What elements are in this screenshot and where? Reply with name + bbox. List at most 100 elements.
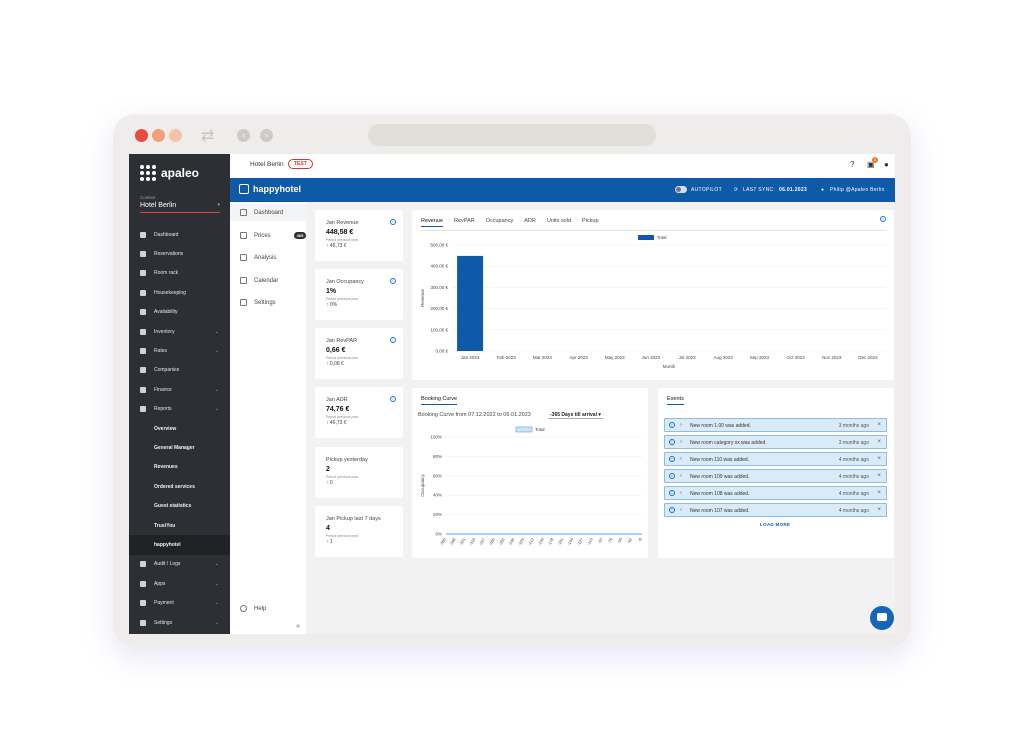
chat-button[interactable] — [870, 606, 894, 630]
chevron-down-icon: ⌄ — [214, 580, 219, 587]
test-badge: TEST — [288, 159, 313, 169]
sidebar-item-label: General Manager — [154, 444, 195, 451]
sidebar-item-payment[interactable]: Payment ⌄ — [129, 593, 230, 612]
apaleo-logo[interactable]: apaleo — [140, 165, 199, 181]
info-icon[interactable]: i — [390, 219, 396, 225]
tab-adr[interactable]: ADR — [524, 218, 536, 224]
sidebar-item-settings[interactable]: Settings ⌄ — [129, 613, 230, 632]
nav-help[interactable]: Help — [240, 605, 266, 612]
current-user[interactable]: Philip @Apaleo Berlin — [830, 187, 885, 193]
event-item[interactable]: i › New room 108 was added. 4 months ago × — [664, 486, 887, 500]
tab-occupancy[interactable]: Occupancy — [485, 218, 514, 224]
chevron-right-icon[interactable]: › — [680, 490, 682, 496]
range-select[interactable]: -365 Days till arrival ▾ — [548, 412, 603, 419]
sidebar-item-trustyou[interactable]: TrustYou — [129, 516, 230, 535]
maximize-window-button[interactable] — [169, 129, 182, 142]
load-more-button[interactable]: LOAD MORE — [760, 522, 791, 527]
chevron-right-icon[interactable]: › — [680, 507, 682, 513]
sidebar-item-revenues[interactable]: Revenues — [129, 458, 230, 477]
chevron-right-icon[interactable]: › — [680, 473, 682, 479]
event-item[interactable]: i › New room 110 was added. 4 months ago × — [664, 452, 887, 466]
context-selector[interactable]: Hotel Berlin ▾ — [140, 202, 220, 213]
sidebar-item-room-rack[interactable]: Room rack — [129, 264, 230, 283]
nav-analysis[interactable]: Analysis — [240, 254, 276, 261]
autopilot-toggle[interactable] — [675, 186, 687, 193]
nav-dashboard[interactable]: Dashboard — [240, 209, 283, 216]
apaleo-logo-icon — [140, 165, 156, 181]
sidebar-item-reports[interactable]: Reports ⌄ — [129, 400, 230, 419]
collapse-nav-button[interactable]: « — [296, 623, 300, 630]
y-axis-label: Occupancy — [420, 473, 425, 496]
kpi-comparison-label: Period previous year — [326, 297, 359, 301]
x-axis-label: Month — [663, 364, 676, 369]
sidebar-item-inventory[interactable]: Inventory ⌄ — [129, 322, 230, 341]
sidebar-item-label: Apps — [154, 580, 166, 587]
tab-units-sold[interactable]: Units sold — [546, 218, 572, 224]
sidebar-item-availability[interactable]: Availability — [129, 303, 230, 322]
legend-swatch — [638, 235, 654, 240]
chevron-right-icon[interactable]: › — [680, 439, 682, 445]
x-tick-label: -297 — [478, 536, 487, 546]
sidebar-item-apps[interactable]: Apps ⌄ — [129, 574, 230, 593]
kpi-change: ↑ 0% — [326, 302, 338, 308]
info-icon[interactable]: i — [390, 396, 396, 402]
sidebar-item-dashboard[interactable]: Dashboard — [129, 225, 230, 244]
sync-icon-small: ⟳ — [734, 187, 739, 193]
sidebar-item-overview[interactable]: Overview — [129, 419, 230, 438]
nav-calendar[interactable]: Calendar — [240, 277, 278, 284]
info-icon[interactable]: i — [390, 337, 396, 343]
sidebar-item-companies[interactable]: Companies — [129, 361, 230, 380]
info-icon[interactable]: i — [390, 278, 396, 284]
report-icon — [140, 406, 146, 413]
sidebar-item-general-manager[interactable]: General Manager — [129, 438, 230, 457]
close-window-button[interactable] — [135, 129, 148, 142]
sidebar-item-rates[interactable]: Rates ⌄ — [129, 341, 230, 360]
x-tick-label: Apr 2023 — [569, 355, 588, 360]
chevron-right-icon[interactable]: › — [680, 456, 682, 462]
close-icon[interactable]: × — [877, 456, 881, 462]
close-icon[interactable]: × — [877, 473, 881, 479]
pound-icon — [240, 232, 247, 239]
event-item[interactable]: i › New room 107 was added. 4 months ago × — [664, 503, 887, 517]
tab-revpar[interactable]: RevPAR — [454, 218, 475, 224]
chevron-right-icon[interactable]: › — [680, 422, 682, 428]
gift-icon[interactable]: ▣ — [867, 160, 875, 169]
forward-icon[interactable]: › — [260, 129, 273, 142]
close-icon[interactable]: × — [877, 439, 881, 445]
events-title: Events — [667, 396, 684, 405]
sidebar-item-label: Room rack — [154, 270, 179, 277]
sidebar-item-ordered-services[interactable]: Ordered services — [129, 477, 230, 496]
info-icon[interactable]: i — [880, 216, 886, 222]
sync-icon[interactable]: ⇄ — [201, 128, 215, 145]
x-tick-label: -93 — [596, 536, 604, 544]
sidebar-item-housekeeping[interactable]: Housekeeping — [129, 283, 230, 302]
y-tick-label: 0% — [435, 532, 442, 537]
nav-settings[interactable]: Settings — [240, 299, 276, 306]
close-icon[interactable]: × — [877, 490, 881, 496]
sidebar-item-guest-statistics[interactable]: Guest statistics — [129, 496, 230, 515]
sidebar-item-audit-logs[interactable]: Audit / Logs ⌄ — [129, 555, 230, 574]
tab-pickup[interactable]: Pickup — [582, 218, 599, 224]
event-time: 3 months ago — [838, 423, 869, 429]
event-item[interactable]: i › New room 109 was added. 4 months ago × — [664, 469, 887, 483]
sidebar-item-reservations[interactable]: Reservations — [129, 244, 230, 263]
sidebar-item-finance[interactable]: Finance ⌄ — [129, 380, 230, 399]
event-item[interactable]: i › New room 1.00 was added. 3 months ago × — [664, 418, 887, 432]
x-tick-label: Dec 2023 — [858, 355, 878, 360]
tab-revenue[interactable]: Revenue — [421, 218, 444, 227]
help-icon[interactable]: ? — [850, 160, 855, 169]
bed-icon — [140, 328, 146, 335]
close-icon[interactable]: × — [877, 507, 881, 513]
x-tick-label: -127 — [576, 536, 585, 546]
user-icon[interactable]: ● — [884, 160, 889, 169]
kpi-title: Jan Pickup last 7 days — [326, 516, 381, 522]
event-item[interactable]: i › New room category xx was added. 3 month… — [664, 435, 887, 449]
last-sync-value: 06.01.2023 — [779, 187, 808, 193]
sidebar-item-happyhotel[interactable]: happyhotel — [129, 535, 230, 555]
nav-prices[interactable]: Prices 365 — [240, 232, 307, 239]
back-icon[interactable]: ‹ — [237, 129, 250, 142]
sidebar-item-label: Revenues — [154, 464, 178, 471]
minimize-window-button[interactable] — [152, 129, 165, 142]
close-icon[interactable]: × — [877, 422, 881, 428]
address-bar[interactable] — [368, 124, 656, 146]
